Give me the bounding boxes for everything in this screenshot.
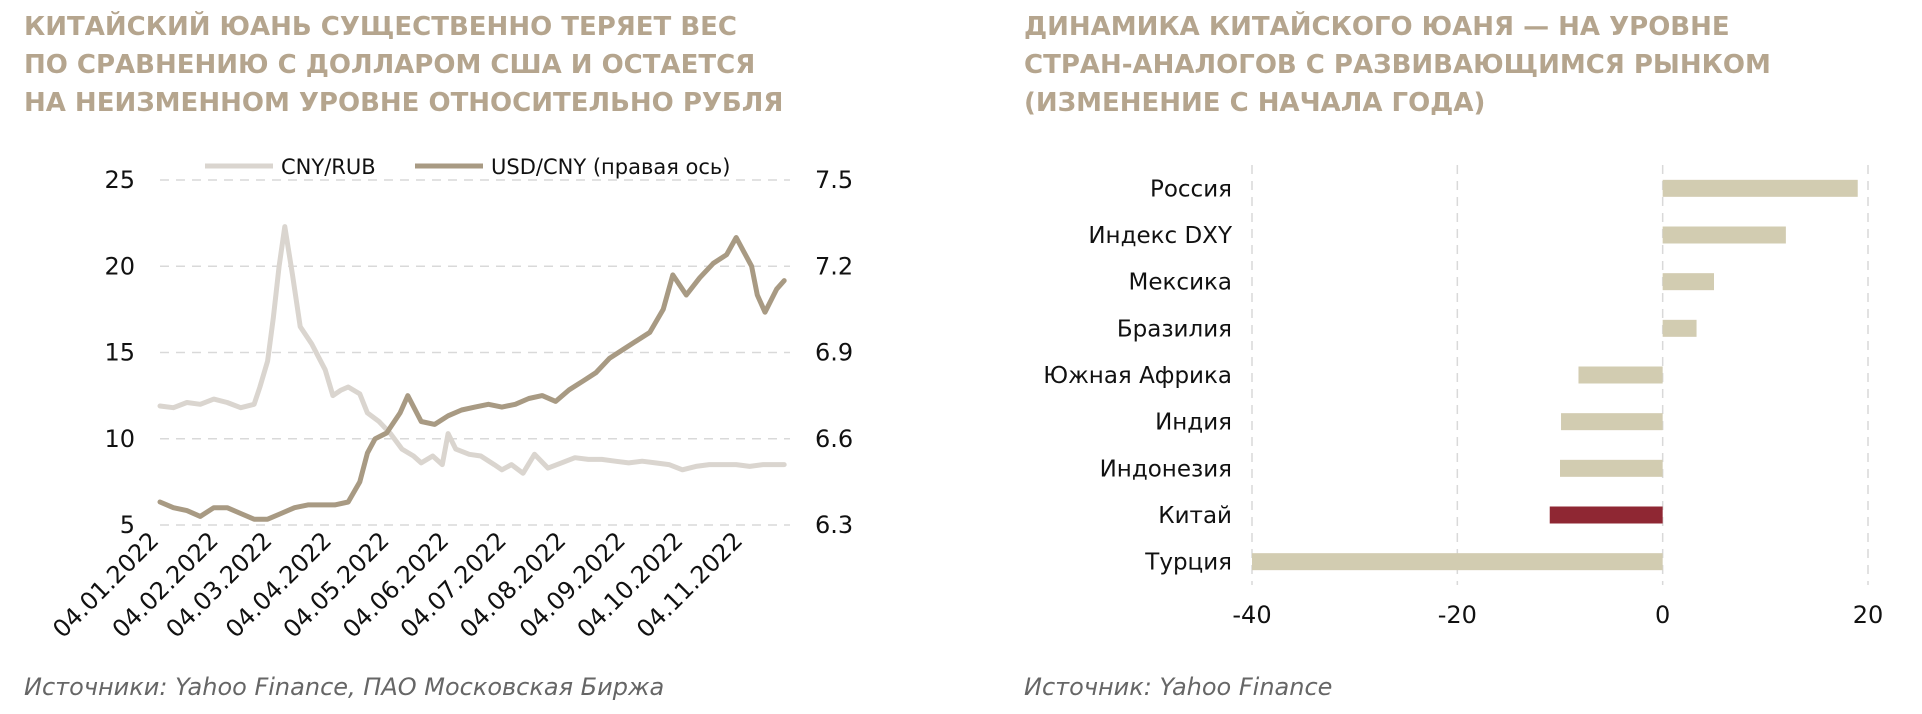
bar [1549, 506, 1663, 524]
y-right-tick-label: 6.9 [815, 339, 853, 367]
line-chart: 5 6.310 6.615 6.920 7.225 7.504.01.202204.02.… [47, 155, 853, 643]
bar [1662, 226, 1786, 244]
category-label: Индия [1155, 410, 1232, 436]
y-left-tick-label: 15 [104, 339, 135, 367]
y-left-tick-label: 10 [104, 425, 135, 453]
y-left-tick-label: 20 [104, 252, 135, 280]
left-chart-title: КИТАЙСКИЙ ЮАНЬ СУЩЕСТВЕННО ТЕРЯЕТ ВЕС ПО… [24, 12, 784, 118]
bar [1662, 179, 1858, 197]
category-label: Турция [1144, 550, 1232, 576]
right-chart-panel: ДИНАМИКА КИТАЙСКОГО ЮАНЯ — НА УРОВНЕ СТР… [1010, 0, 1922, 714]
left-chart-source: Источники: Yahoo Finance, ПАО Московская… [24, 673, 665, 701]
bar [1252, 553, 1663, 571]
y-left-tick-label: 25 [104, 166, 135, 194]
series-line-usd-cny [157, 235, 787, 522]
category-label: Южная Африка [1043, 363, 1232, 389]
category-label: Мексика [1129, 270, 1232, 296]
bar [1560, 459, 1663, 477]
series-line-cny-rub [157, 224, 787, 476]
bar-chart: -40 -20 0 20 Россия Индекс DXY Мексика Бразилия… [1043, 165, 1884, 629]
y-right-tick-label: 7.2 [815, 252, 853, 280]
x-tick-label: 20 [1853, 601, 1884, 629]
x-tick-label: 0 [1655, 601, 1670, 629]
category-label: Индекс DXY [1088, 223, 1233, 249]
category-label: Китай [1158, 503, 1232, 529]
right-chart-title: ДИНАМИКА КИТАЙСКОГО ЮАНЯ — НА УРОВНЕ СТР… [1024, 12, 1771, 118]
right-chart-source: Источник: Yahoo Finance [1024, 673, 1333, 701]
x-tick-label: -20 [1438, 601, 1477, 629]
category-label: Бразилия [1117, 316, 1232, 342]
x-tick-label: -40 [1232, 601, 1271, 629]
bar [1578, 366, 1663, 384]
legend-label: CNY/RUB [281, 155, 376, 179]
category-label: Россия [1150, 176, 1232, 202]
bar [1662, 319, 1697, 337]
legend-label: USD/CNY (правая ось) [491, 155, 730, 179]
y-right-tick-label: 7.5 [815, 166, 853, 194]
bar [1561, 413, 1663, 431]
y-left-tick-label: 5 [120, 511, 135, 539]
y-right-tick-label: 6.3 [815, 511, 853, 539]
left-chart-panel: КИТАЙСКИЙ ЮАНЬ СУЩЕСТВЕННО ТЕРЯЕТ ВЕС ПО… [24, 12, 853, 701]
category-label: Индонезия [1100, 456, 1232, 482]
y-right-tick-label: 6.6 [815, 425, 853, 453]
bar [1662, 273, 1714, 291]
